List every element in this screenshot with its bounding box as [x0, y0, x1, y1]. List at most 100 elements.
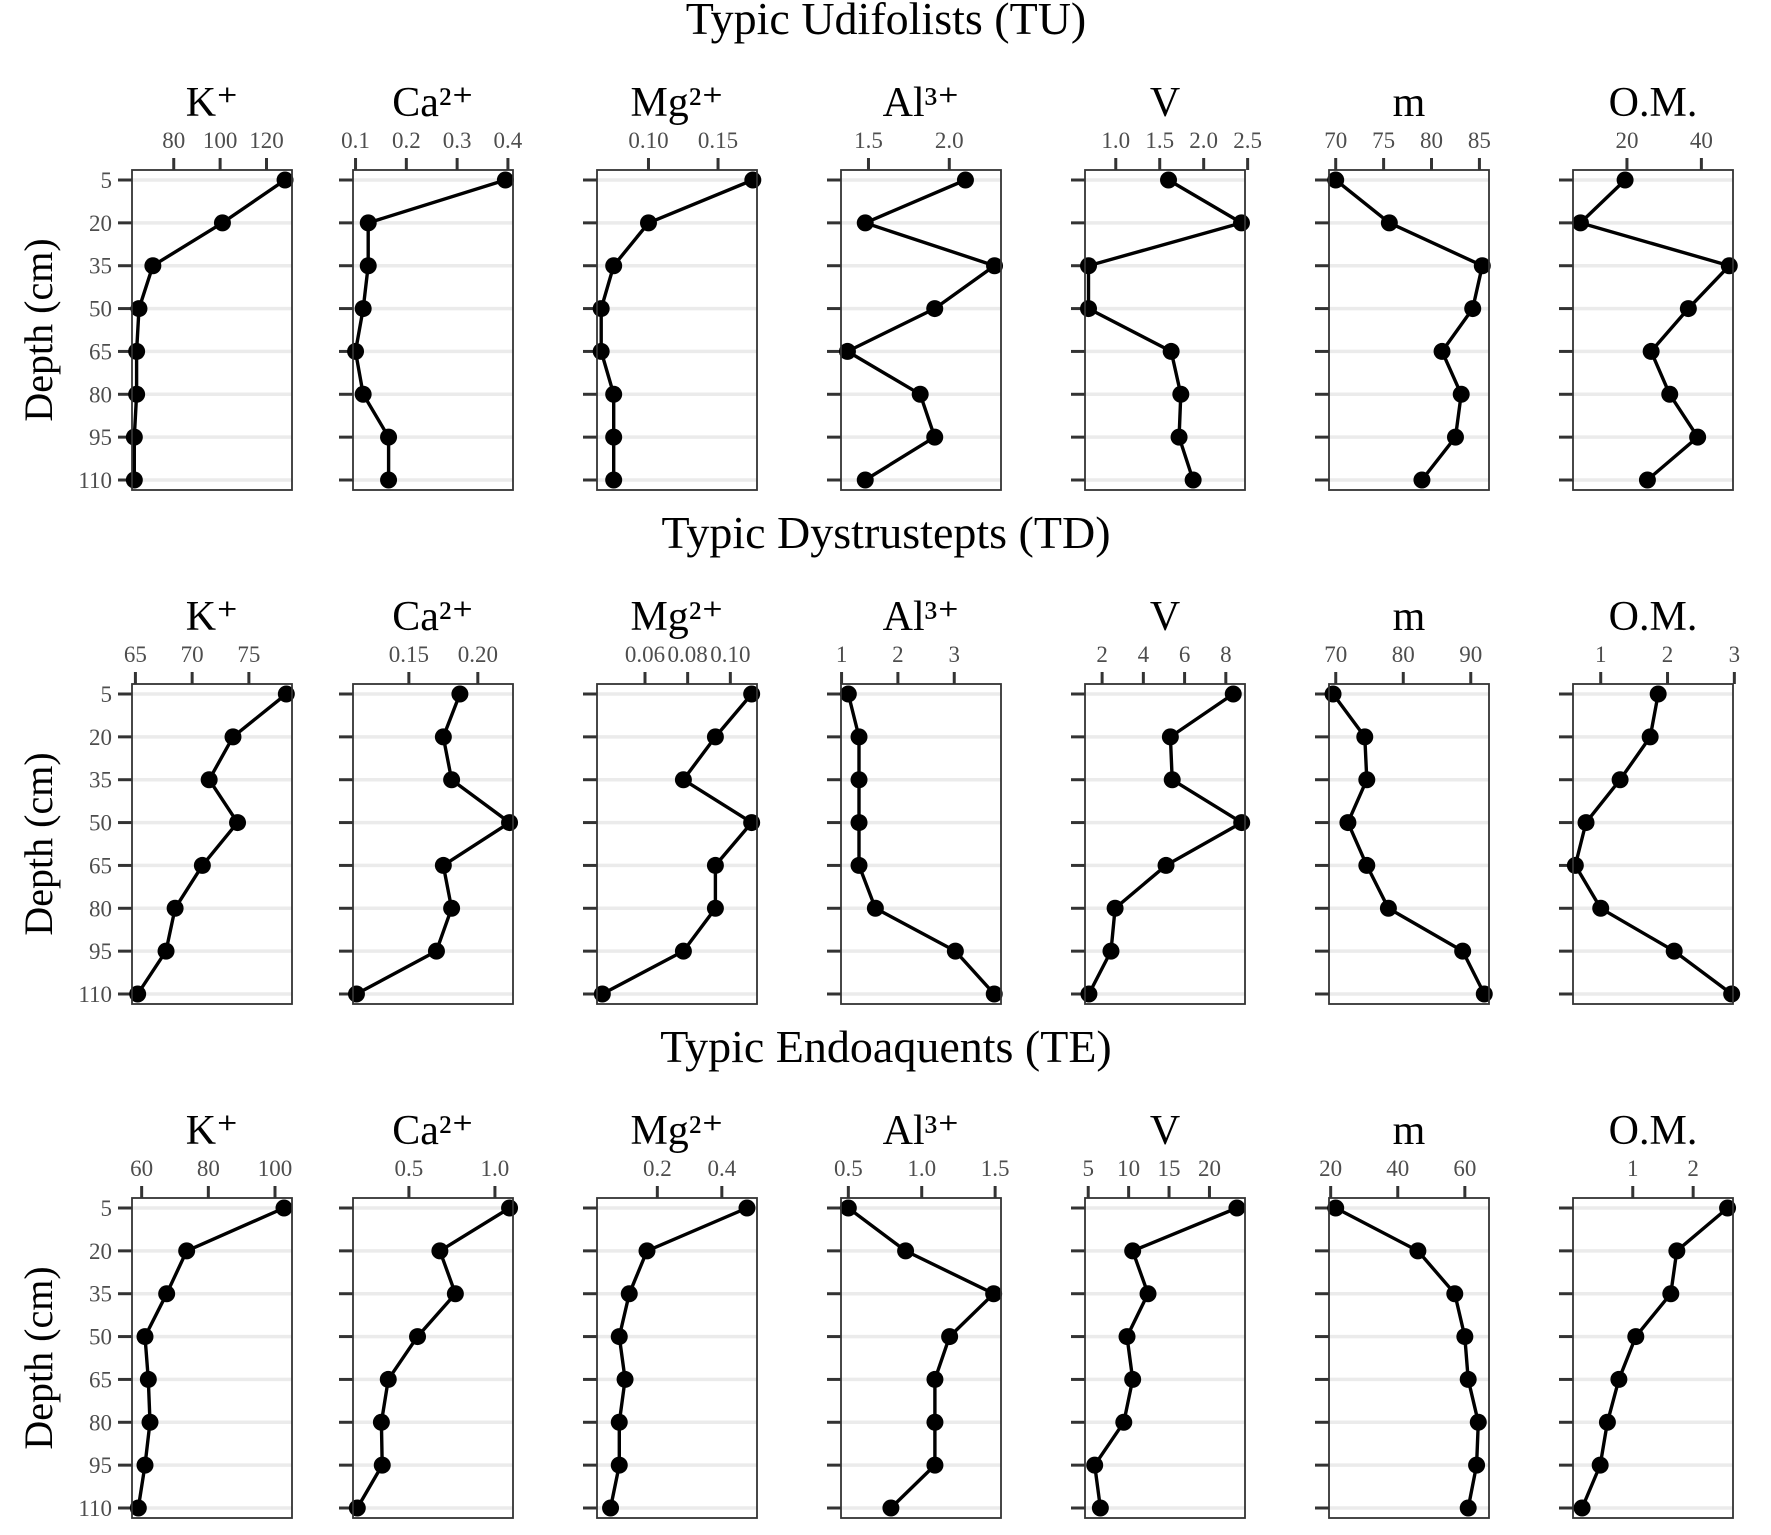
data-point: [379, 1370, 397, 1388]
data-point: [605, 385, 623, 403]
data-point: [1115, 1413, 1133, 1431]
x-tick-label: 2: [1096, 642, 1108, 667]
data-point: [496, 171, 514, 189]
data-point: [926, 1370, 944, 1388]
panel-border: [131, 683, 293, 1005]
x-tick-label: 40: [1690, 128, 1713, 153]
data-point: [926, 1413, 944, 1431]
data-point: [1446, 1285, 1464, 1303]
y-tick-label: 65: [89, 1367, 112, 1392]
data-point: [856, 471, 874, 489]
panel-border: [840, 683, 1002, 1005]
series-line: [136, 1206, 285, 1509]
data-point: [592, 300, 610, 318]
x-tick-label: 85: [1468, 128, 1491, 153]
data-point: [1566, 856, 1584, 874]
x-tick-label: 1.5: [1145, 128, 1174, 153]
data-point: [1091, 1499, 1109, 1517]
data-point: [200, 771, 218, 789]
data-point: [125, 428, 143, 446]
x-tick-label: 0.3: [443, 128, 472, 153]
x-tick-label: 1: [1627, 1156, 1639, 1181]
x-tick-label: 2.0: [1189, 128, 1218, 153]
x-tick-label: 0.1: [341, 128, 370, 153]
y-tick-label: 35: [89, 1282, 112, 1307]
x-tick-label: 0.06: [625, 642, 665, 667]
data-point: [166, 899, 184, 917]
data-point: [743, 685, 761, 703]
data-point: [373, 1456, 391, 1474]
x-tick-label: 5: [1082, 1156, 1094, 1181]
chart-panel: 1 2O.M.: [1559, 1108, 1737, 1519]
y-tick-label: 80: [89, 1410, 112, 1435]
data-point: [850, 814, 868, 832]
x-tick-label: 0.4: [494, 128, 523, 153]
data-point: [986, 257, 1004, 275]
data-point: [1577, 814, 1595, 832]
data-point: [213, 214, 231, 232]
y-tick-label: 110: [78, 982, 112, 1007]
series-line: [1573, 693, 1733, 996]
series-line: [1092, 1206, 1238, 1509]
data-point: [1380, 214, 1398, 232]
data-point: [1473, 257, 1491, 275]
chart-group: Typic Udifolists (TU) Depth (cm) 5 20 35 50 65…: [16, 0, 1738, 493]
data-point: [144, 257, 162, 275]
chart-panel: 2 4 6 8 V: [1071, 594, 1251, 1005]
x-tick-label: 70: [1324, 642, 1347, 667]
x-tick-label: 75: [237, 642, 260, 667]
y-axis-title: Depth (cm): [16, 238, 61, 421]
data-point: [1591, 1456, 1609, 1474]
series-line: [608, 1206, 748, 1509]
data-point: [372, 1413, 390, 1431]
data-point: [501, 1199, 519, 1217]
data-point: [348, 1499, 366, 1517]
data-point: [1118, 1328, 1136, 1346]
series-line: [353, 178, 506, 480]
data-point: [434, 856, 452, 874]
data-point: [1161, 728, 1179, 746]
panel-border: [1328, 1197, 1490, 1519]
data-point: [347, 985, 365, 1003]
y-axis-title: Depth (cm): [16, 752, 61, 935]
data-point: [443, 771, 461, 789]
data-point: [1324, 685, 1342, 703]
x-tick-label: 120: [249, 128, 284, 153]
data-point: [674, 942, 692, 960]
data-point: [501, 814, 519, 832]
panel-border: [1084, 169, 1246, 491]
series-line: [599, 178, 754, 480]
data-point: [744, 171, 762, 189]
data-point: [1358, 856, 1376, 874]
data-point: [1080, 985, 1098, 1003]
panel-title: K⁺: [186, 594, 239, 640]
data-point: [1468, 1456, 1486, 1474]
x-tick-label: 1: [836, 642, 848, 667]
data-point: [443, 899, 461, 917]
x-tick-label: 60: [1453, 1156, 1476, 1181]
x-tick-label: 0.20: [458, 642, 498, 667]
data-point: [610, 1413, 628, 1431]
panel-title: O.M.: [1609, 1108, 1698, 1154]
y-tick-label: 65: [89, 339, 112, 364]
data-point: [229, 814, 247, 832]
data-point: [706, 856, 724, 874]
x-tick-label: 0.2: [392, 128, 421, 153]
data-point: [1662, 1285, 1680, 1303]
data-point: [1638, 471, 1656, 489]
data-point: [638, 1242, 656, 1260]
data-point: [1456, 1328, 1474, 1346]
data-point: [1459, 1370, 1477, 1388]
data-point: [911, 385, 929, 403]
x-tick-label: 20: [1615, 128, 1638, 153]
data-point: [409, 1328, 427, 1346]
panel-title: O.M.: [1609, 80, 1698, 126]
data-point: [593, 985, 611, 1003]
series-line: [1086, 178, 1244, 481]
data-point: [380, 428, 398, 446]
data-point: [706, 728, 724, 746]
